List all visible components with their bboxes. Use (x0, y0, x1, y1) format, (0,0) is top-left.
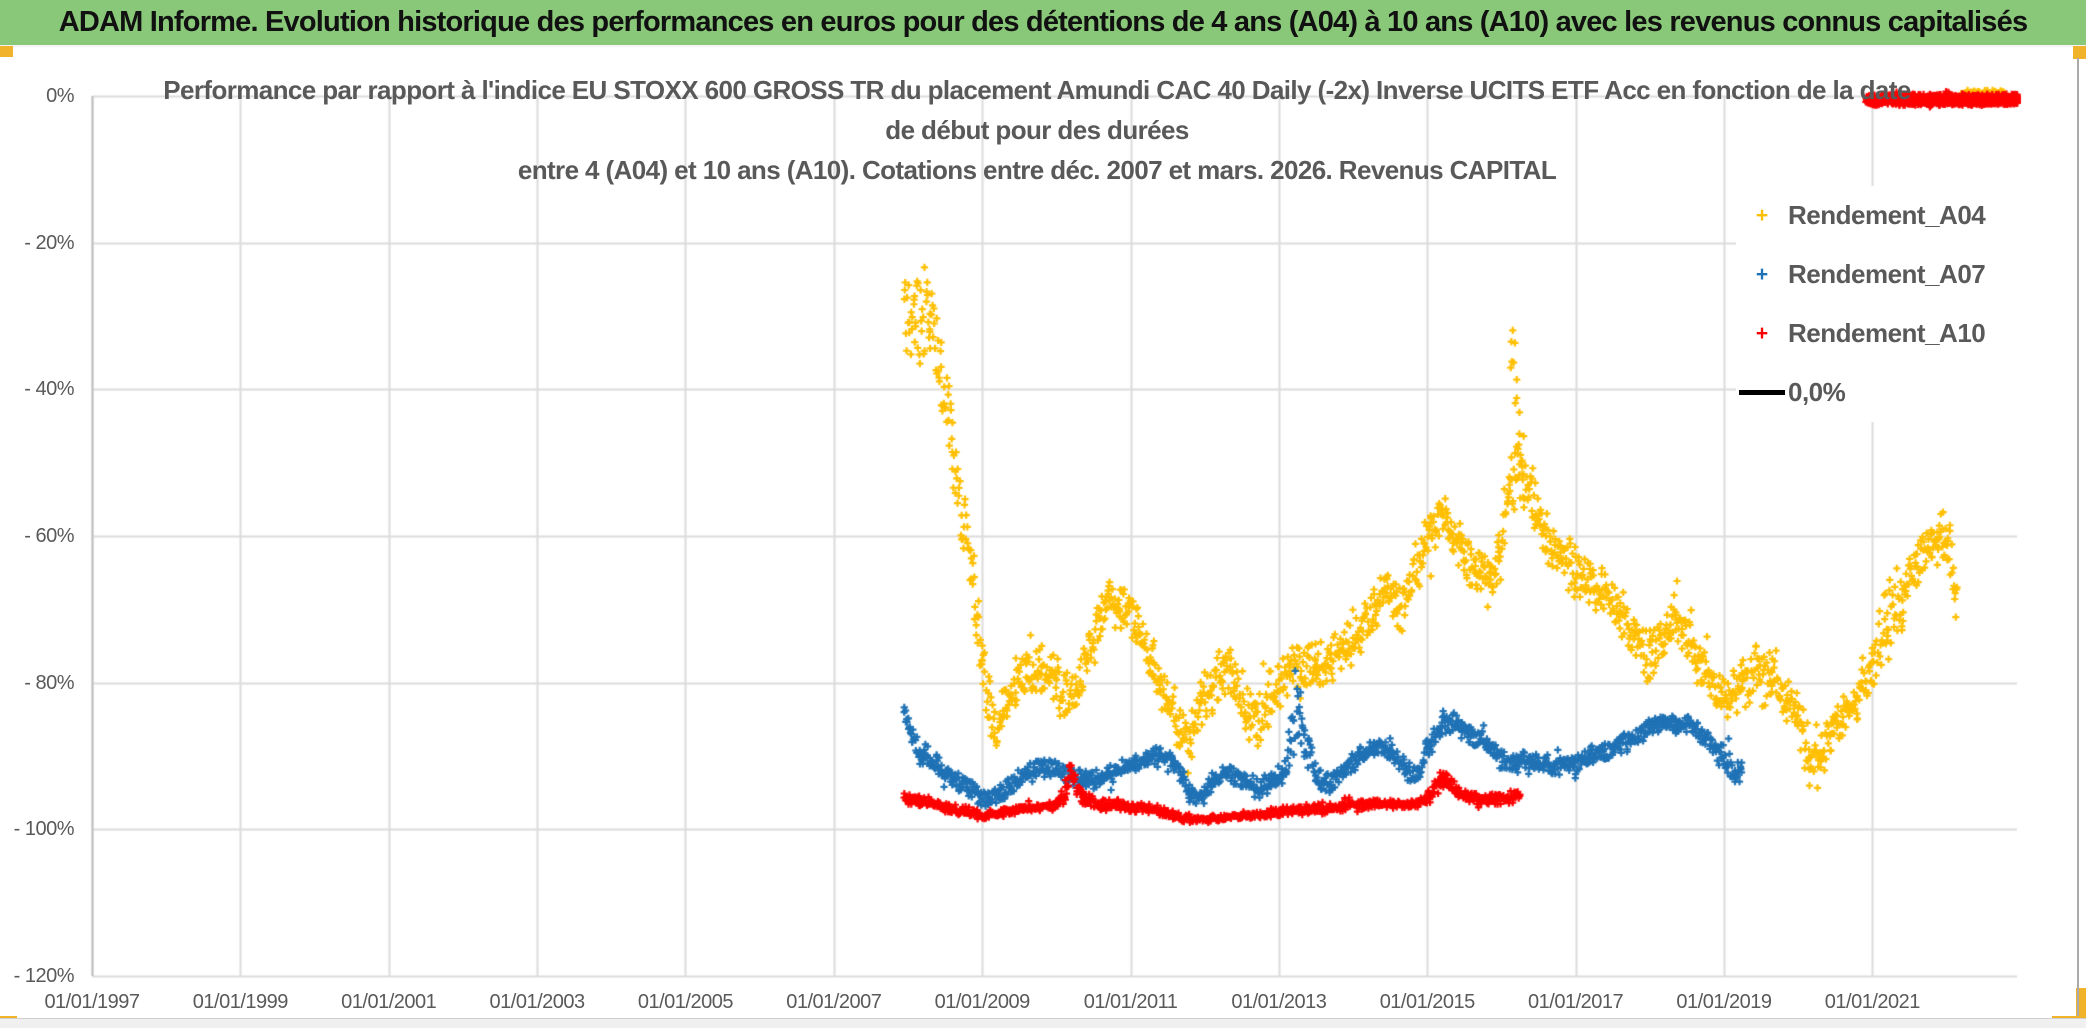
legend-label: 0,0% (1788, 377, 1846, 407)
legend-label: Rendement_A07 (1788, 259, 1986, 289)
y-tick-label: 0% (46, 85, 74, 107)
x-tick-label: 01/01/2001 (341, 991, 437, 1013)
legend-marker-box: + (1736, 323, 1788, 344)
y-tick-label: - 40% (24, 378, 74, 401)
x-tick-label: 01/01/1999 (192, 991, 289, 1013)
legend-item-rendement-a04[interactable]: + Rendement_A04 (1736, 186, 2018, 245)
x-tick-label: 01/01/2019 (1676, 991, 1772, 1013)
legend-label: Rendement_A04 (1788, 200, 1986, 230)
legend-item-rendement-a07[interactable]: + Rendement_A07 (1736, 245, 2018, 304)
y-tick-label: - 100% (13, 818, 75, 841)
legend-zero-line-icon (1739, 390, 1785, 395)
y-tick-label: - 60% (24, 525, 74, 547)
y-tick-label: - 20% (24, 231, 74, 254)
legend-label: Rendement_A10 (1788, 318, 1986, 348)
x-tick-label: 01/01/2021 (1824, 991, 1921, 1013)
legend-plus-marker-icon: + (1755, 204, 1769, 227)
legend-marker-box: + (1736, 205, 1788, 226)
y-tick-label: - 80% (24, 671, 74, 694)
legend-marker-box: + (1736, 264, 1788, 285)
x-tick-label: 01/01/2017 (1528, 991, 1624, 1013)
x-tick-label: 01/01/2013 (1231, 991, 1327, 1013)
x-tick-label: 01/01/2007 (786, 991, 882, 1013)
x-tick-label: 01/01/1997 (44, 991, 140, 1013)
x-tick-label: 01/01/2015 (1379, 991, 1476, 1013)
x-tick-label: 01/01/2005 (637, 991, 734, 1013)
y-tick-label: - 120% (13, 965, 75, 987)
legend-plus-marker-icon: + (1755, 263, 1769, 286)
legend-item-rendement-a10[interactable]: + Rendement_A10 (1736, 304, 2018, 363)
x-tick-label: 01/01/2009 (934, 991, 1031, 1013)
legend-marker-box (1736, 390, 1788, 395)
legend: + Rendement_A04 + Rendement_A07 + Rendement_A… (1736, 186, 2018, 422)
x-tick-label: 01/01/2003 (489, 991, 586, 1013)
legend-item-0-0-[interactable]: 0,0% (1736, 363, 2018, 422)
x-tick-label: 01/01/2011 (1083, 991, 1178, 1013)
legend-plus-marker-icon: + (1755, 322, 1769, 345)
